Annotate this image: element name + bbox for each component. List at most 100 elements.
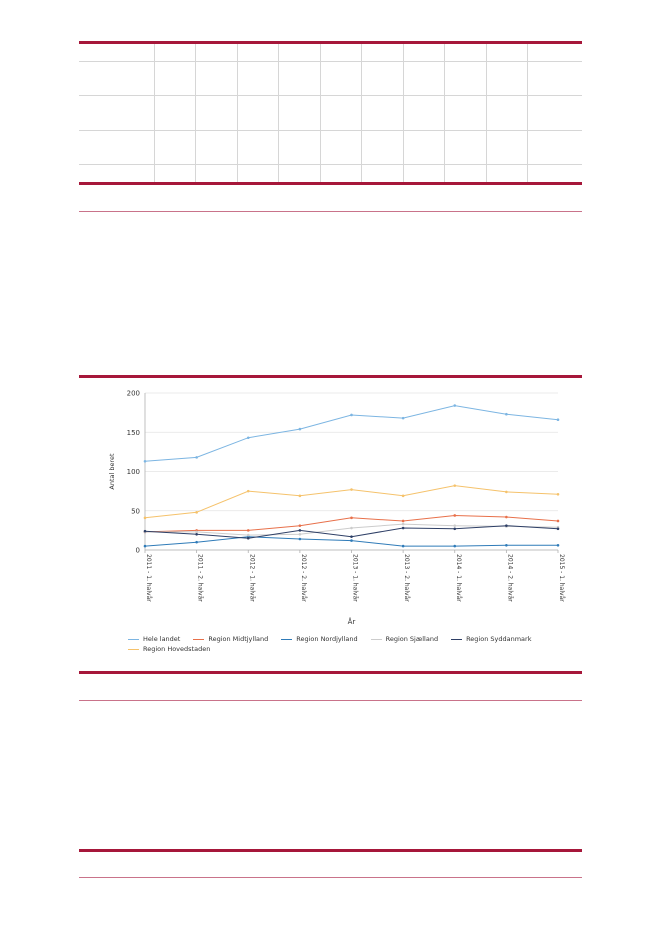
x-tick-label: 2014 - 2. halvår [506, 554, 513, 602]
empty-data-table [79, 44, 582, 182]
x-tick-label: 2011 - 1. halvår [145, 554, 152, 602]
x-tick-label: 2013 - 2. halvår [403, 554, 410, 602]
data-point [505, 515, 508, 519]
legend-swatch [370, 638, 382, 640]
data-point [298, 529, 302, 532]
data-point [195, 530, 198, 534]
data-point [298, 537, 302, 541]
series-line [145, 523, 559, 536]
bottom-table-rule [79, 182, 582, 185]
series-0 [143, 404, 560, 463]
data-point [350, 413, 353, 417]
data-point [350, 526, 353, 530]
line-chart: 0 50 100 150 200 2011 - 1. halvår 2011 - 2. h… [108, 390, 565, 627]
data-point [401, 494, 405, 498]
legend-label: Region Syddanmark [466, 635, 532, 643]
data-point [350, 535, 353, 538]
legend-swatch [128, 648, 139, 650]
data-point [298, 533, 302, 536]
data-point [195, 456, 198, 459]
data-point [453, 544, 457, 548]
data-point [401, 519, 405, 523]
data-point [453, 404, 457, 407]
series-4 [143, 522, 560, 537]
x-tick-label: 2011 - 2. halvår [197, 554, 204, 602]
x-tick-label: 2012 - 1. halvår [248, 554, 255, 602]
y-tick-label: 100 [127, 468, 140, 476]
legend-item[interactable]: Region Midtjylland [193, 634, 268, 644]
data-point [143, 544, 147, 548]
data-point [246, 489, 250, 493]
data-point [401, 522, 405, 526]
bottom-divider [79, 877, 582, 878]
top-table-rule [79, 41, 582, 44]
series-2 [143, 514, 560, 534]
data-point [246, 529, 250, 532]
x-tick-labels: 2011 - 1. halvår 2011 - 2. halvår 2012 - 1… [145, 554, 565, 602]
x-tick-label: 2013 - 1. halvår [352, 554, 359, 602]
data-point [195, 511, 198, 514]
data-point [556, 418, 560, 421]
data-point [246, 436, 250, 440]
data-point [195, 533, 198, 536]
data-point [505, 412, 508, 416]
legend-label: Region Hovedstaden [143, 645, 211, 653]
legend-item[interactable]: Region Nordjylland [281, 634, 358, 644]
series-3 [143, 535, 560, 548]
legend-item[interactable]: Region Syddanmark [451, 634, 531, 644]
y-tick-label: 50 [131, 507, 140, 515]
data-point [556, 543, 560, 547]
chart-bottom-rule [79, 671, 582, 674]
legend-label: Region Sjælland [385, 635, 439, 643]
data-point [350, 539, 353, 542]
data-point [143, 516, 147, 520]
series-5 [143, 524, 560, 540]
data-point [505, 524, 508, 527]
data-point [298, 524, 302, 527]
x-axis-label: År [348, 617, 356, 626]
data-point [453, 524, 457, 527]
y-tick-label: 200 [127, 390, 140, 398]
data-point [401, 416, 405, 420]
legend-swatch [281, 638, 293, 640]
series-lines [143, 404, 560, 548]
data-point [350, 516, 353, 520]
y-tick-label: 0 [136, 547, 140, 555]
data-point [556, 527, 560, 531]
y-axis-label: Antal beret [108, 453, 116, 490]
legend-swatch [193, 638, 205, 640]
data-point [453, 484, 457, 487]
x-tick-label: 2014 - 1. halvår [455, 554, 462, 602]
y-tick-labels: 0 50 100 150 200 [127, 390, 140, 555]
data-point [246, 533, 250, 537]
data-point [298, 494, 302, 498]
x-tick-label: 2012 - 2. halvår [300, 554, 307, 602]
data-point [505, 490, 508, 494]
chart-top-rule [79, 375, 582, 378]
data-point [505, 543, 508, 547]
axes [144, 393, 559, 553]
legend-label: Region Nordjylland [296, 635, 358, 643]
data-point [556, 492, 560, 496]
data-point [143, 459, 147, 463]
y-tick-label: 150 [127, 429, 140, 437]
series-1 [143, 484, 560, 520]
data-point [195, 540, 198, 544]
legend-item[interactable]: Hele landet [128, 634, 180, 644]
data-point [350, 488, 353, 491]
legend-label: Region Midtjylland [208, 635, 269, 643]
data-point [143, 529, 147, 533]
legend-swatch [451, 638, 463, 640]
lower-rule [79, 849, 582, 852]
legend-swatch [128, 638, 139, 640]
data-point [453, 527, 457, 531]
legend-item[interactable]: Region Hovedstaden [128, 644, 210, 654]
legend-label: Hele landet [143, 635, 181, 643]
data-point [246, 536, 250, 540]
data-point [401, 544, 405, 548]
data-point [298, 427, 302, 431]
section-divider [79, 211, 582, 212]
legend-item[interactable]: Region Sjælland [370, 634, 439, 644]
data-point [453, 514, 457, 517]
data-point [556, 519, 560, 523]
